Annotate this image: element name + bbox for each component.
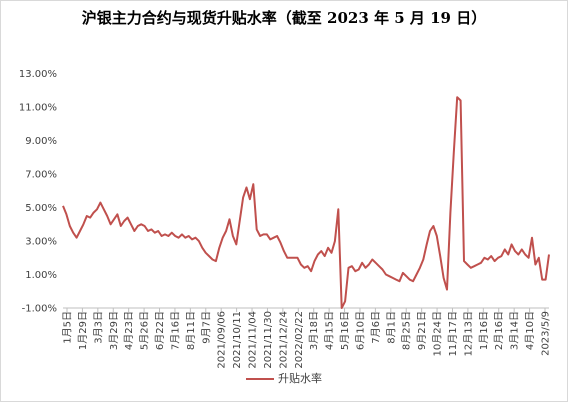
x-tick-label: 11月17日 xyxy=(447,311,459,356)
x-tick-label: 1月5日 xyxy=(62,311,74,344)
x-tick-label: 8月1日 xyxy=(385,311,397,344)
x-tick-label: 7月6日 xyxy=(370,311,382,344)
series-layer xyxy=(62,96,550,309)
x-tick-label: 6月22日 xyxy=(154,311,166,350)
legend-label: 升贴水率 xyxy=(278,372,322,385)
x-tick-label: 10月24日 xyxy=(432,311,444,356)
y-tick-label: 3.00% xyxy=(25,237,57,248)
x-tick-label: 3月18日 xyxy=(308,311,320,350)
x-tick-label: 2月16日 xyxy=(493,311,505,350)
x-tick-label: 2022/02/22 xyxy=(294,311,305,369)
x-tick-label: 1月29日 xyxy=(77,311,89,350)
y-tick-label: 1.00% xyxy=(25,270,57,281)
x-tick-label: 4月15日 xyxy=(324,311,336,350)
x-tick-label: 5月26日 xyxy=(139,311,151,350)
x-tick-label: 1月16日 xyxy=(478,311,490,350)
x-tick-label: 2021/11/30 xyxy=(263,311,274,369)
chart-title: 沪银主力合约与现货升贴水率（截至 2023 年 5 月 19 日） xyxy=(81,9,487,27)
y-tick-label: 5.00% xyxy=(25,203,57,214)
x-tick-label: 3月14日 xyxy=(509,311,521,350)
x-tick-label: 12月13日 xyxy=(462,311,474,356)
legend-swatch xyxy=(246,378,274,380)
y-tick-label: 9.00% xyxy=(25,136,57,147)
y-tick-label: 13.00% xyxy=(19,69,57,80)
x-tick-label: 2021/09/06 xyxy=(217,311,228,369)
legend: 升贴水率 xyxy=(1,370,567,386)
x-tick-label: 8月25日 xyxy=(401,311,413,350)
x-tick-label: 3月3日 xyxy=(92,311,104,344)
x-tick-label: 6月10日 xyxy=(354,311,366,350)
x-tick-label: 5月16日 xyxy=(339,311,351,350)
x-tick-label: 2021/12/24 xyxy=(278,311,289,369)
x-axis: 1月5日 1月29日 3月3日 3月29日 4月23日 5月26日 6月22日 7月16日 8月… xyxy=(62,307,552,369)
x-tick-label: 4月10日 xyxy=(524,311,536,350)
x-tick-label: 8月11日 xyxy=(185,311,197,350)
y-tick-label: -1.00% xyxy=(22,304,57,315)
y-axis: -1.00% 1.00% 3.00% 5.00% 7.00% 9.00% 11.00% 13.… xyxy=(19,69,57,314)
x-tick-label: 2023/5/9 xyxy=(541,311,552,356)
x-tick-label: 3月29日 xyxy=(108,311,120,350)
y-tick-label: 11.00% xyxy=(19,103,57,114)
x-tick-label: 2021/11/04 xyxy=(248,311,259,369)
x-tick-label: 7月16日 xyxy=(169,311,181,350)
x-tick-label: 2021/10/11 xyxy=(232,311,243,369)
x-tick-label: 9月7日 xyxy=(200,311,212,344)
y-tick-label: 7.00% xyxy=(25,170,57,181)
x-tick-label: 9月21日 xyxy=(416,311,428,350)
x-tick-label: 4月23日 xyxy=(123,311,135,350)
series-line xyxy=(62,96,550,309)
